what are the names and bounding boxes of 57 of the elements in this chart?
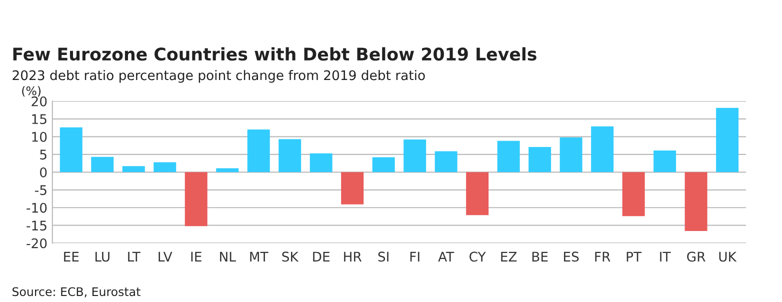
y-tick-label: 15 [32,114,46,124]
x-tick-label: PT [626,252,642,262]
bar [310,153,332,172]
x-tick-label: ES [564,252,579,262]
y-tick-label: 0 [40,167,47,178]
bar [247,130,270,172]
bar [404,139,426,172]
source-note: Source: ECB, Eurostat [12,287,140,298]
chart-title: Few Eurozone Countries with Debt Below 2019 Levels [13,47,536,61]
x-tick-label: FR [595,252,610,262]
x-tick-label: GR [687,252,706,262]
x-tick-label: DE [313,252,330,262]
y-tick-label: -15 [26,220,46,231]
x-tick-label: UK [719,252,737,262]
x-tick-label: LV [158,252,172,262]
bar [497,140,520,172]
bar [434,151,458,172]
bar [560,137,582,172]
bar [154,162,176,172]
bar [122,166,145,172]
x-tick-label: LU [96,252,110,262]
bar [622,172,645,216]
bar [91,156,114,172]
x-tick-label: MT [250,252,268,262]
bar [466,172,489,216]
bar [216,168,239,172]
x-tick-label: SK [282,252,299,262]
bar [278,139,302,172]
y-tick-label: 5 [40,150,46,160]
y-axis-title: (%) [22,86,41,97]
bar [184,172,208,226]
x-tick-label: BE [532,252,548,262]
y-tick-label: -5 [35,185,46,196]
bar [654,150,676,172]
bar [372,157,395,172]
x-tick-label: CY [470,252,486,262]
y-tick-label: -20 [26,238,47,248]
x-tick-label: AT [438,252,454,262]
x-tick-label: HR [344,252,362,262]
bar [528,146,552,172]
bar [591,126,614,172]
x-tick-label: NL [220,252,236,262]
x-tick-label: FI [410,252,420,262]
bar [716,108,739,172]
bar [60,127,82,172]
bar [341,172,364,204]
x-tick-label: IE [191,252,202,262]
chart-subtitle: 2023 debt ratio percentage point change from 2019 debt ratio [12,70,425,83]
x-tick-label: EE [64,252,79,262]
bar [684,172,708,232]
y-tick-label: -10 [26,202,47,213]
x-tick-label: SI [378,252,388,262]
x-tick-label: EZ [501,252,517,262]
y-tick-label: 10 [32,132,47,142]
x-tick-label: LT [128,252,140,262]
y-tick-label: 20 [32,96,47,106]
x-tick-label: IT [660,252,671,262]
